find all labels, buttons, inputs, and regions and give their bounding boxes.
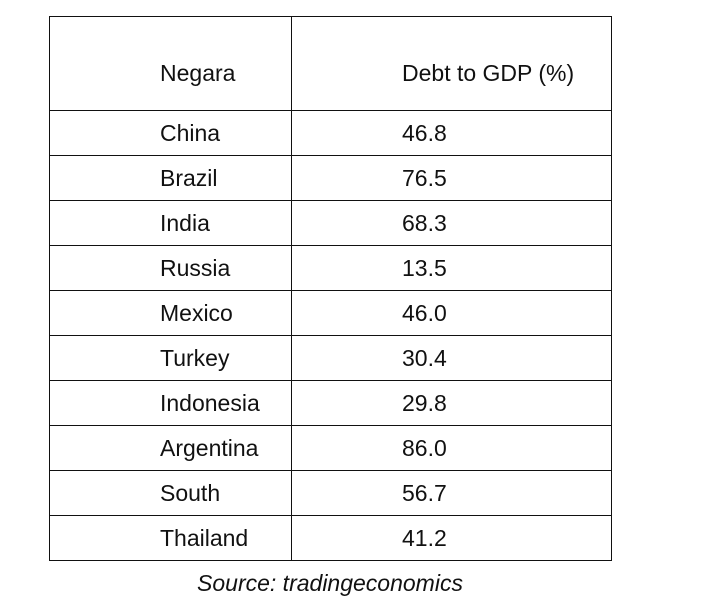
cell-debt-to-gdp: 56.7: [291, 470, 612, 516]
source-caption: Source: tradingeconomics: [197, 570, 463, 596]
header-country: Negara: [49, 16, 292, 111]
cell-debt-to-gdp: 29.8: [291, 380, 612, 426]
cell-country: Argentina: [49, 425, 292, 471]
table-row: Russia 13.5: [49, 245, 612, 291]
table-row: Mexico 46.0: [49, 290, 612, 336]
cell-country: South: [49, 470, 292, 516]
table-row: India 68.3: [49, 200, 612, 246]
cell-debt-to-gdp: 41.2: [291, 515, 612, 561]
table-header-row: Negara Debt to GDP (%): [49, 16, 612, 111]
table-row: Turkey 30.4: [49, 335, 612, 381]
cell-country: Turkey: [49, 335, 292, 381]
table-row: Indonesia 29.8: [49, 380, 612, 426]
table-row: Argentina 86.0: [49, 425, 612, 471]
cell-country: India: [49, 200, 292, 246]
cell-country: Thailand: [49, 515, 292, 561]
cell-debt-to-gdp: 46.8: [291, 110, 612, 156]
cell-debt-to-gdp: 86.0: [291, 425, 612, 471]
debt-to-gdp-table: Negara Debt to GDP (%) China 46.8 Brazil…: [49, 16, 612, 561]
header-country-label: Negara: [160, 60, 236, 86]
cell-debt-to-gdp: 13.5: [291, 245, 612, 291]
table-row: Thailand 41.2: [49, 515, 612, 561]
header-debt-to-gdp-label: Debt to GDP (%): [402, 60, 575, 86]
cell-debt-to-gdp: 68.3: [291, 200, 612, 246]
cell-debt-to-gdp: 76.5: [291, 155, 612, 201]
cell-debt-to-gdp: 46.0: [291, 290, 612, 336]
table-row: South 56.7: [49, 470, 612, 516]
cell-country: Brazil: [49, 155, 292, 201]
cell-country: Mexico: [49, 290, 292, 336]
cell-country: Indonesia: [49, 380, 292, 426]
table-row: China 46.8: [49, 110, 612, 156]
cell-country: Russia: [49, 245, 292, 291]
cell-country: China: [49, 110, 292, 156]
debt-table-container: Negara Debt to GDP (%) China 46.8 Brazil…: [49, 16, 612, 561]
cell-debt-to-gdp: 30.4: [291, 335, 612, 381]
table-row: Brazil 76.5: [49, 155, 612, 201]
header-debt-to-gdp: Debt to GDP (%): [291, 16, 612, 111]
